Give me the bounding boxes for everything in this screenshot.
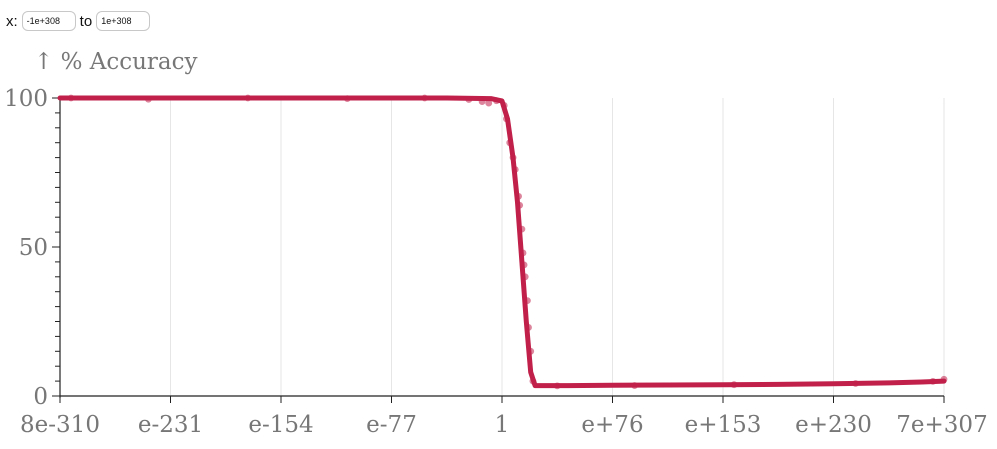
tick-labels: 0 50 100 8e-310 e-231 e-154 e-77 1 e+76 e+153 e+23… [4,86,988,438]
data-point [485,99,493,107]
grid-lines [170,98,945,396]
y-tick-label: 100 [4,86,48,112]
x-range-controls: x: to [6,8,151,34]
x-tick-label: e+153 [685,412,762,438]
series-layer [57,94,948,390]
axes [52,97,945,403]
x-tick-label: 8e-310 [20,412,100,438]
x-tick-label: e+230 [795,412,872,438]
y-axis-label: ↑ % Accuracy [34,49,198,75]
x-tick-label: e-77 [366,412,417,438]
series-line [57,95,947,389]
x-tick-label: e-231 [138,412,203,438]
y-tick-label: 0 [33,384,48,410]
x-range-to-label: to [79,12,93,30]
x-range-label: x: [6,12,18,30]
x-range-from-input[interactable] [21,11,76,31]
x-tick-label: e-154 [248,412,313,438]
x-tick-label: 1 [495,412,510,438]
x-tick-label: e+76 [581,412,643,438]
x-range-to-input[interactable] [96,11,151,31]
x-tick-label: 7e+307 [896,412,987,438]
y-tick-label: 50 [19,235,48,261]
